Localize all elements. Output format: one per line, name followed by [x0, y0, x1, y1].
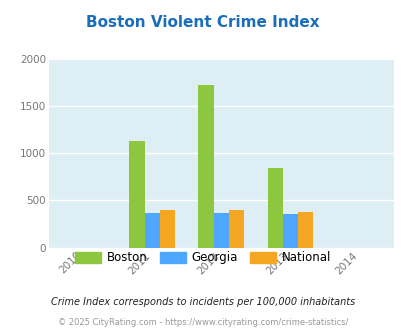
Bar: [228, 210, 243, 248]
Text: Boston Violent Crime Index: Boston Violent Crime Index: [86, 15, 319, 30]
Bar: [129, 141, 144, 248]
Bar: [213, 213, 228, 248]
Legend: Boston, Georgia, National: Boston, Georgia, National: [71, 248, 334, 268]
Bar: [198, 85, 213, 248]
Bar: [297, 212, 312, 248]
Bar: [282, 214, 297, 248]
Bar: [144, 213, 160, 248]
Text: © 2025 CityRating.com - https://www.cityrating.com/crime-statistics/: © 2025 CityRating.com - https://www.city…: [58, 318, 347, 327]
Bar: [267, 169, 282, 248]
Bar: [160, 210, 175, 248]
Text: Crime Index corresponds to incidents per 100,000 inhabitants: Crime Index corresponds to incidents per…: [51, 297, 354, 307]
